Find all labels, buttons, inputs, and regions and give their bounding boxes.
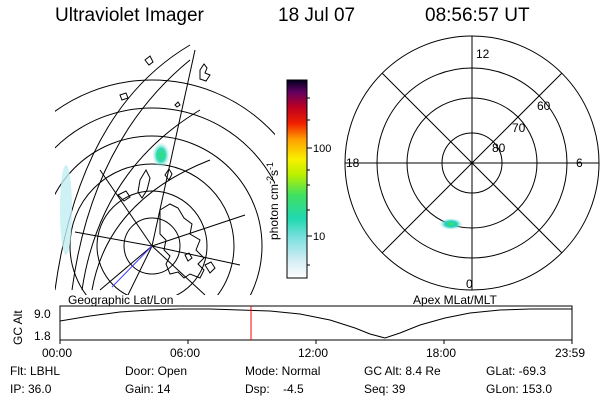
- seq-info: Seq: 39: [364, 382, 406, 396]
- image-date: 18 Jul 07: [278, 5, 356, 26]
- colorbar-tick-10: 10: [313, 231, 325, 243]
- latitude-circle: [55, 79, 275, 136]
- latitude-circle: [96, 190, 208, 295]
- meridian: [99, 169, 153, 247]
- meridian: [151, 49, 196, 247]
- filter-info: Flt: LBHL: [10, 364, 61, 378]
- meridian: [151, 214, 246, 247]
- latitude-arc: [71, 59, 191, 291]
- mlt-label-0: 0: [466, 277, 473, 291]
- latitude-circle: [69, 163, 235, 295]
- latitude-circle: [55, 135, 263, 295]
- altitude-xtick-1200: 12:00: [298, 346, 328, 360]
- altitude-ytick-max: 9.0: [34, 307, 51, 321]
- latitude-circle: [123, 217, 181, 275]
- altitude-xtick-1800: 18:00: [426, 346, 456, 360]
- subsolar-meridian: [111, 245, 153, 288]
- gain-info: Gain: 14: [125, 382, 171, 396]
- instrument-title: Ultraviolet Imager: [55, 5, 204, 26]
- colorbar-tick-100: 100: [313, 143, 331, 155]
- glon-info: GLon: 153.0: [486, 382, 553, 396]
- colorbar-ticks: [307, 97, 312, 266]
- meridian: [151, 245, 241, 266]
- altitude-ytick-min: 1.8: [34, 329, 51, 343]
- altitude-xtick-2359: 23:59: [555, 346, 585, 360]
- mlat-label-80: 80: [492, 141, 506, 155]
- glat-info: GLat: -69.3: [486, 364, 547, 378]
- image-time: 08:56:57 UT: [425, 5, 530, 26]
- aurora-edge-glow: [60, 165, 72, 255]
- meridian: [127, 245, 153, 295]
- polar-grid: [344, 35, 600, 291]
- mlt-label-18: 18: [346, 156, 360, 170]
- apex-caption: Apex MLat/MLT: [413, 293, 497, 307]
- gc-alt-info: GC Alt: 8.4 Re: [364, 364, 441, 378]
- mlat-label-60: 60: [537, 99, 551, 113]
- door-info: Door: Open: [125, 364, 188, 378]
- altitude-xticks: [59, 340, 573, 344]
- mode-info: Mode: Normal: [245, 364, 321, 378]
- latitude-circle: [55, 107, 275, 185]
- altitude-curve: [59, 308, 572, 339]
- mlat-label-70: 70: [512, 121, 526, 135]
- dsp-info: Dsp: -4.5: [245, 382, 304, 396]
- altitude-xtick-0000: 00:00: [42, 346, 72, 360]
- aurora-emission-spot: [152, 142, 170, 168]
- coastlines: [117, 55, 216, 279]
- ip-info: IP: 36.0: [10, 382, 52, 396]
- polar-aurora-spot: [439, 218, 463, 230]
- meridian: [151, 245, 206, 295]
- altitude-ylabel: GC Alt: [11, 310, 25, 345]
- colorbar-unit-label: photon cm-2s-1: [265, 162, 281, 240]
- mlt-label-6: 6: [576, 156, 583, 170]
- geographic-caption: Geographic Lat/Lon: [68, 293, 174, 307]
- latitude-arc: [81, 109, 201, 291]
- meridian: [74, 231, 153, 247]
- altitude-xtick-0600: 06:00: [170, 346, 200, 360]
- colorbar: [286, 79, 308, 279]
- mlt-label-12: 12: [476, 47, 490, 61]
- meridian: [99, 245, 153, 291]
